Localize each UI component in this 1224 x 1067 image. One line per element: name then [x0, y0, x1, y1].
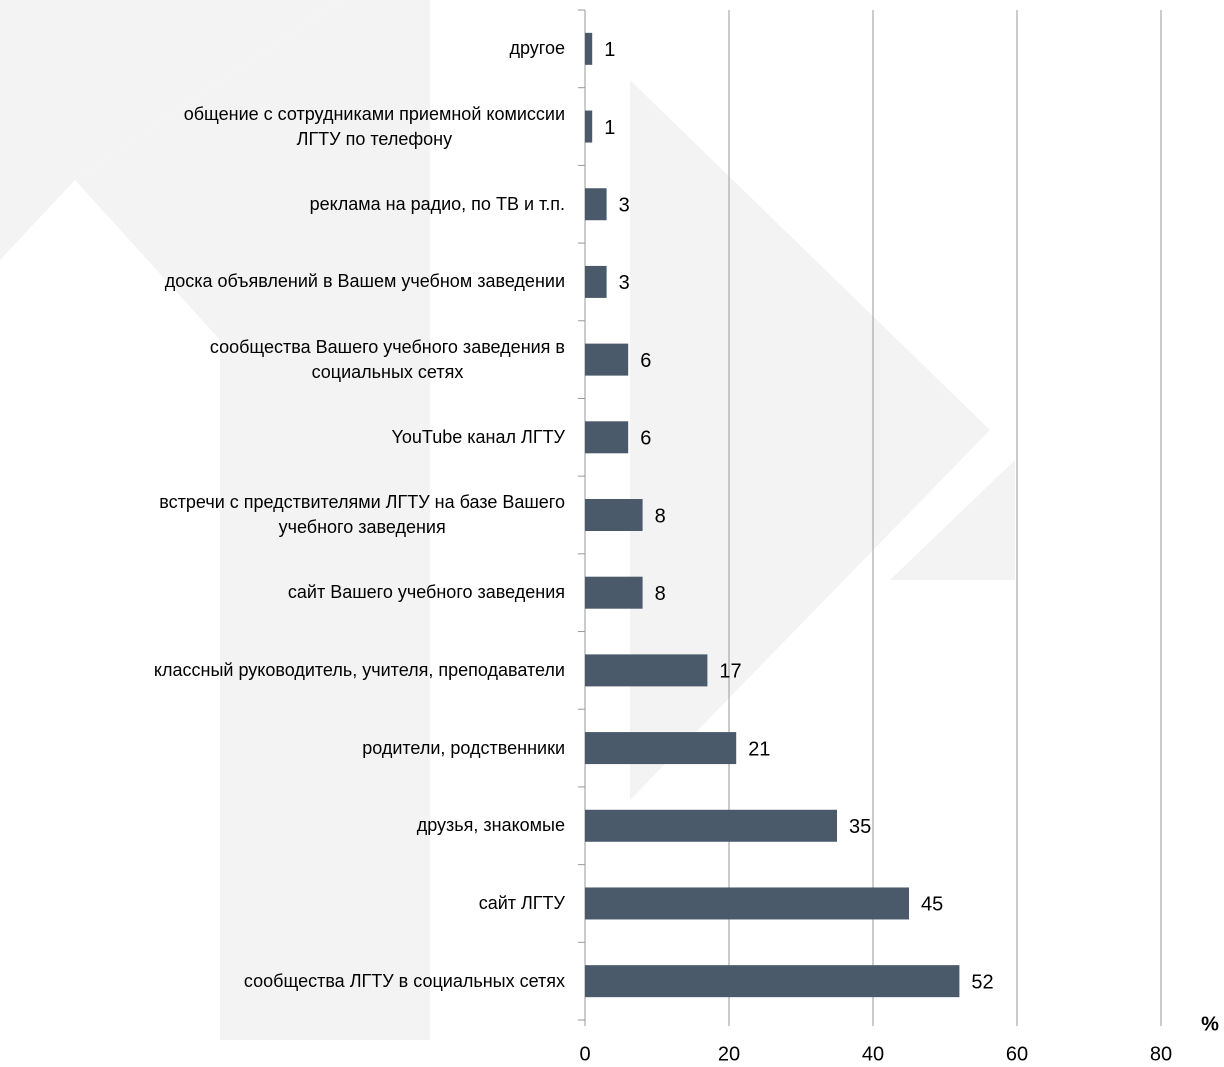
bar	[585, 32, 593, 65]
value-label: 52	[971, 971, 993, 993]
x-axis-label: %	[1201, 1013, 1219, 1035]
category-label: YouTube канал ЛГТУ	[391, 426, 565, 447]
category-label-row: родители, родственники	[5, 710, 565, 786]
category-label-box: доска объявлений в Вашем учебном заведен…	[5, 244, 565, 320]
value-label: 21	[748, 738, 770, 760]
category-label-box: сообщества Вашего учебного заведения в с…	[5, 322, 565, 398]
category-label: сайт Вашего учебного заведения	[287, 582, 565, 603]
category-label-box: встречи с предствителями ЛГТУ на базе Ва…	[5, 477, 565, 553]
bar	[585, 343, 629, 376]
category-label: встречи с предствителями ЛГТУ на базе Ва…	[159, 492, 565, 537]
x-tick-label: 20	[718, 1043, 740, 1065]
category-label-row: общение с сотрудниками приемной комиссии…	[5, 89, 565, 165]
value-label: 8	[655, 583, 666, 605]
category-label-row: YouTube канал ЛГТУ	[5, 399, 565, 475]
value-label: 1	[604, 117, 615, 139]
category-label-row: встречи с предствителями ЛГТУ на базе Ва…	[5, 477, 565, 553]
category-label-box: другое	[5, 11, 565, 87]
category-label: классный руководитель, учителя, преподав…	[153, 659, 565, 680]
category-label-box: сайт ЛГТУ	[5, 865, 565, 941]
value-label: 6	[640, 350, 651, 372]
category-label-box: классный руководитель, учителя, преподав…	[5, 632, 565, 708]
category-label-box: реклама на радио, по ТВ и т.п.	[5, 166, 565, 242]
category-label-box: родители, родственники	[5, 710, 565, 786]
bar	[585, 732, 737, 765]
x-tick-label: 80	[1150, 1043, 1172, 1065]
category-label-row: другое	[5, 11, 565, 87]
bar	[585, 110, 593, 143]
category-label-row: сообщества ЛГТУ в социальных сетях	[5, 943, 565, 1019]
category-label-row: доска объявлений в Вашем учебном заведен…	[5, 244, 565, 320]
category-label: общение с сотрудниками приемной комиссии…	[183, 103, 565, 149]
category-label: сайт ЛГТУ	[478, 892, 565, 913]
bar	[585, 887, 909, 920]
category-label: родители, родственники	[362, 737, 565, 758]
category-label-box: сообщества ЛГТУ в социальных сетях	[5, 943, 565, 1019]
bar	[585, 265, 607, 298]
category-label: друзья, знакомые	[416, 815, 565, 836]
category-label-row: друзья, знакомые	[5, 788, 565, 864]
category-label-box: сайт Вашего учебного заведения	[5, 555, 565, 631]
value-label: 8	[655, 505, 666, 527]
category-label: сообщества Вашего учебного заведения в с…	[209, 336, 565, 382]
category-label-row: реклама на радио, по ТВ и т.п.	[5, 166, 565, 242]
category-label-box: YouTube канал ЛГТУ	[5, 399, 565, 475]
category-label-box: друзья, знакомые	[5, 788, 565, 864]
x-tick-label: 60	[1006, 1043, 1028, 1065]
value-label: 1	[604, 39, 615, 61]
bar	[585, 654, 708, 687]
value-label: 35	[849, 816, 871, 838]
background-watermark	[0, 0, 1015, 1040]
x-tick-label: 40	[862, 1043, 884, 1065]
bar	[585, 499, 643, 531]
value-label: 6	[640, 428, 651, 450]
category-label: реклама на радио, по ТВ и т.п.	[309, 193, 565, 214]
category-label-row: сайт Вашего учебного заведения	[5, 555, 565, 631]
value-label: 3	[619, 272, 630, 294]
value-label: 45	[921, 894, 943, 916]
x-tick-label: 0	[579, 1043, 590, 1065]
category-label-row: сайт ЛГТУ	[5, 865, 565, 941]
bar	[585, 809, 837, 842]
bar	[585, 965, 960, 998]
bar	[585, 421, 629, 454]
category-label-row: сообщества Вашего учебного заведения в с…	[5, 322, 565, 398]
value-label: 3	[619, 195, 630, 217]
category-label: другое	[509, 38, 565, 59]
bar	[585, 188, 607, 221]
bar	[585, 576, 643, 609]
category-label: доска объявлений в Вашем учебном заведен…	[164, 271, 565, 292]
value-label: 17	[719, 661, 741, 683]
category-label-box: общение с сотрудниками приемной комиссии…	[5, 89, 565, 165]
category-label-row: классный руководитель, учителя, преподав…	[5, 632, 565, 708]
category-label: сообщества ЛГТУ в социальных сетях	[243, 970, 565, 991]
